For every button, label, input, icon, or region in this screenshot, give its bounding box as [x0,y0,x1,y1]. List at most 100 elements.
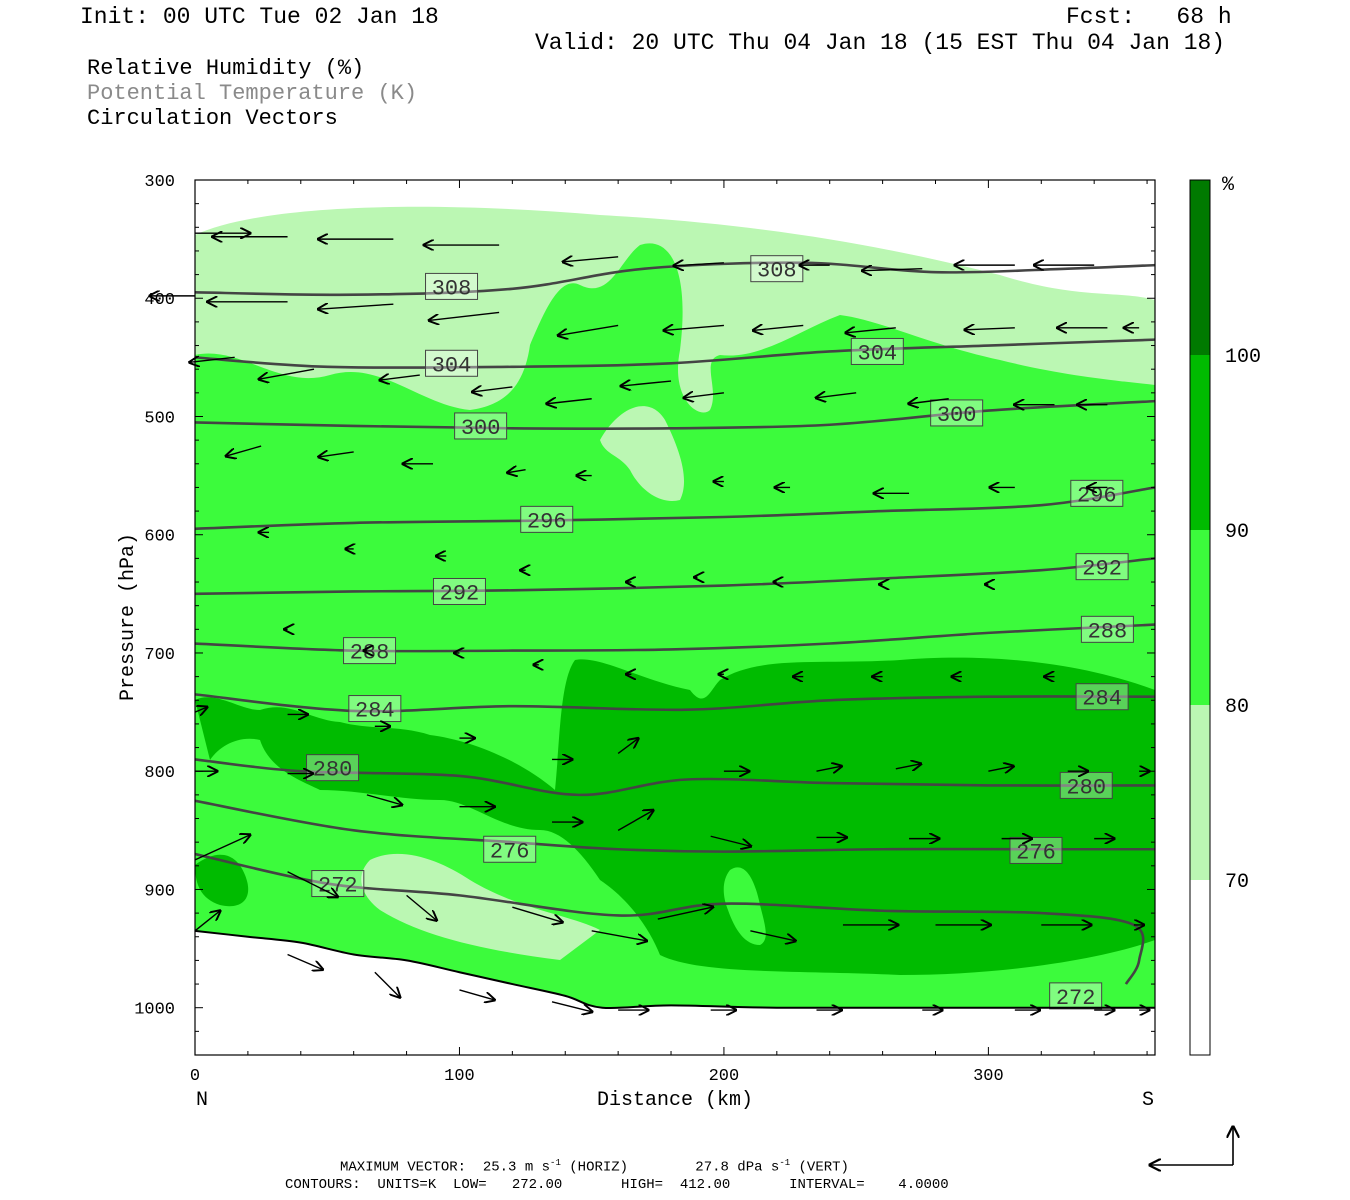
contour-label-box [306,754,360,782]
x-axis-label: Distance (km) [597,1089,753,1112]
circulation-vector [190,357,235,362]
colorbar-70-80 [1190,705,1210,880]
legend-theta: Potential Temperature (K) [87,81,418,106]
contour-label-box [850,337,904,365]
contour-label: 304 [858,341,898,366]
contour-label: 288 [350,641,390,666]
contour-label-box [1049,982,1103,1010]
rh-fill-layer [195,180,1155,1055]
max-vector-line: MAXIMUM VECTOR: 25.3 m s-1 (HORIZ) 27.8 … [340,1158,849,1176]
contour-label-box [425,349,479,377]
contour-label: 308 [432,276,472,301]
colorbar-label-90: 90 [1225,521,1249,544]
circulation-vector [287,953,323,969]
rh-70-80-pocket-low [361,853,600,960]
contour-label-box [483,835,537,863]
circulation-vector [862,269,923,271]
x-tick-label: 200 [709,1067,740,1086]
contour-label: 276 [1016,840,1056,865]
circulation-vector [406,894,437,920]
y-tick-label: 600 [144,528,175,547]
theta-contours [195,261,1155,985]
circulation-vector [684,393,725,398]
circulation-vector [366,794,402,805]
contour-label: 308 [757,259,797,284]
circulation-vector [753,325,804,330]
contour-label: 292 [1082,557,1122,582]
theta-contour-line [195,261,1155,297]
contour-label-box [930,399,984,427]
reference-vector-key [1150,1127,1233,1165]
contour-label: 296 [527,509,567,534]
contour-label-box [750,255,804,283]
circulation-vector [259,368,315,379]
circulation-vector [617,810,653,831]
legend-vectors: Circulation Vectors [87,106,338,131]
theta-contour-line [195,799,1155,853]
circulation-vector [194,707,207,712]
x-tick-label: 100 [444,1067,475,1086]
colorbar-100-plus [1190,180,1210,355]
forecast-hour: Fcst: 68 h [1066,4,1232,30]
circulation-vector [816,393,857,398]
contour-label-box [1075,683,1129,711]
legend-rh: Relative Humidity (%) [87,56,365,81]
rh-90-100-region [195,657,1155,975]
colorbar-90-100 [1190,355,1210,530]
theta-contour-line [195,758,1155,797]
y-tick-label: 500 [144,409,175,428]
y-tick-label: 300 [144,173,175,192]
circulation-vector [895,764,921,769]
colorbar-80-90 [1190,530,1210,705]
circulation-vector [621,381,672,386]
ground-line [194,929,1156,1010]
circulation-vector [226,445,262,456]
plot-frame [194,179,1156,1056]
colorbar-label-80: 80 [1225,696,1249,719]
contour-label: 280 [1066,775,1106,800]
contour-label-box [1009,836,1063,864]
below-ground [195,930,1155,1055]
valid-time: Valid: 20 UTC Thu 04 Jan 18 (15 EST Thu … [535,30,1226,56]
contour-label-box [425,272,479,300]
circulation-vector [472,387,513,392]
contour-label: 288 [1088,619,1128,644]
colorbar-below-70 [1190,880,1210,1055]
circulation-vector [547,399,592,404]
rh-80-90-pocket-low [723,867,766,945]
circulation-vector [617,738,638,755]
circulation-vector [674,263,724,266]
contour-label: 300 [461,416,501,441]
axis-ticks: 0 100 200 300 300 400 500 600 700 800 900 1000 [134,173,1155,1086]
colorbar-unit: % [1222,174,1235,197]
contour-label: 284 [355,699,395,724]
contour-label: 276 [490,839,530,864]
y-tick-label: 900 [144,882,175,901]
circulation-vector [591,930,647,941]
circulation-vector [710,835,751,846]
x-tick-label: 300 [973,1067,1004,1086]
contour-label-box [454,412,508,440]
north-label: N [196,1089,208,1112]
circulation-vector [750,930,795,941]
circulation-vectors [150,233,1149,1012]
contours-info: CONTOURS: UNITS=K LOW= 272.00 HIGH= 412.… [285,1177,949,1193]
contour-label: 300 [937,403,977,428]
theta-contour-line [195,623,1155,653]
circulation-vector [194,835,250,861]
circulation-vector [508,470,526,473]
theta-contour-line [195,486,1155,531]
circulation-vector [194,911,220,932]
circulation-vector [551,1001,592,1012]
x-tick-label: 0 [190,1067,200,1086]
y-axis-label: Pressure (hPa) [117,533,140,701]
y-tick-label: 1000 [134,1001,175,1020]
contour-label-box [348,695,402,723]
contour-label: 280 [313,758,353,783]
south-label: S [1142,1089,1154,1112]
colorbar-label-70: 70 [1225,871,1249,894]
theta-contour-line [195,338,1155,369]
contour-label-box [432,577,486,605]
contour-label: 292 [440,581,480,606]
